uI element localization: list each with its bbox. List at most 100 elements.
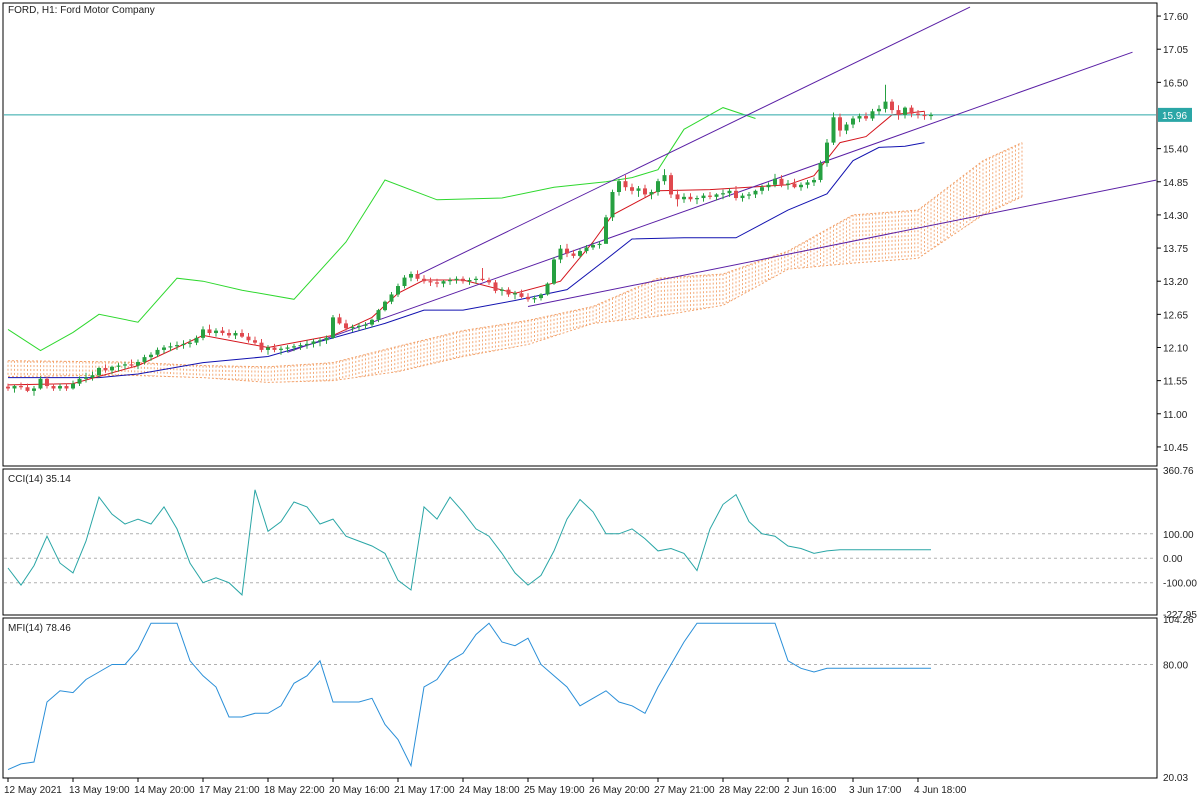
cci-levels (4, 533, 1156, 584)
candle-body (929, 114, 933, 117)
cci-tick-label: -100.00 (1163, 579, 1197, 590)
candle-body (487, 279, 491, 283)
price-tick-label: 11.55 (1163, 377, 1188, 388)
candle-body (747, 194, 751, 196)
mfi-panel-frame (2, 617, 1158, 779)
candle-body (12, 386, 17, 389)
candle-body (649, 192, 654, 195)
time-tick-label: 13 May 19:00 (69, 785, 130, 796)
candle-body (136, 361, 140, 366)
candle-body (591, 245, 595, 248)
time-tick-label: 20 May 16:00 (329, 785, 390, 796)
mfi-title: MFI(14) 78.46 (8, 623, 71, 634)
candle-body (110, 366, 114, 371)
candle-body (292, 346, 296, 348)
candle-body (805, 182, 810, 185)
candle-body (786, 183, 790, 185)
trendlines (287, 6, 1157, 353)
cci-line (7, 489, 931, 596)
candle-body (84, 377, 88, 379)
time-tick-label: 26 May 20:00 (589, 785, 650, 796)
candle-body (688, 196, 693, 200)
candle-body (285, 347, 290, 349)
candle-body (305, 343, 309, 346)
price-panel-frame (2, 2, 1158, 467)
candle-body (90, 375, 95, 378)
candle-body (58, 386, 62, 389)
price-tick-label: 14.85 (1163, 178, 1188, 189)
candle-body (142, 357, 147, 362)
candle-body (838, 117, 842, 131)
candle-body (506, 289, 511, 295)
candle-body (643, 188, 647, 195)
candle-body (532, 298, 537, 300)
time-tick-label: 27 May 21:00 (654, 785, 715, 796)
candle-body (103, 367, 108, 371)
cci-tick-label: 360.76 (1163, 466, 1194, 477)
candle-body (597, 243, 602, 246)
price-tick-label: 16.50 (1163, 78, 1188, 89)
candle-body (740, 195, 745, 199)
price-tick-label: 14.30 (1163, 211, 1188, 222)
candle-body (402, 277, 407, 287)
candle-body (565, 248, 569, 254)
candle-body (181, 343, 186, 346)
candle-body (162, 347, 166, 350)
candle-body (773, 178, 777, 185)
candle-body (701, 195, 706, 199)
candle-body (883, 101, 888, 109)
candle-body (721, 193, 725, 195)
candle-body (766, 184, 771, 188)
candle-body (194, 337, 199, 343)
candle-body (539, 294, 543, 299)
candle-body (461, 278, 465, 282)
candle-body (396, 286, 400, 295)
candle-body (253, 340, 257, 343)
cci-tick-label: 100.00 (1163, 530, 1194, 541)
candle-body (922, 114, 927, 117)
candle-body (493, 282, 498, 291)
price-label-box (1158, 107, 1192, 122)
candle-body (233, 333, 238, 336)
candle-body (753, 190, 758, 195)
candle-body (870, 111, 875, 119)
time-axis: 12 May 2021 13 May 19:00 14 May 20:00 17 Ma… (4, 778, 967, 796)
trendline (287, 51, 1133, 353)
candle-body (415, 273, 420, 279)
candle-body (526, 296, 530, 300)
chikou-span-line (7, 107, 756, 352)
candle-body (175, 345, 179, 347)
candle-body (363, 324, 368, 326)
candle-body (734, 190, 738, 199)
candle-body (25, 387, 30, 391)
mfi-axis: 104.26 80.00 20.03 (1163, 615, 1194, 784)
trendline (527, 179, 1157, 308)
candle-body (760, 187, 764, 191)
candle-body (331, 317, 335, 338)
candle-body (909, 107, 914, 114)
candle-body (584, 247, 589, 252)
senkou-span-b-line (7, 196, 1023, 383)
candle-body (662, 175, 667, 182)
time-tick-label: 18 May 22:00 (264, 785, 325, 796)
candle-body (844, 124, 849, 131)
cci-tick-label: -227.95 (1163, 610, 1197, 621)
candle-body (857, 116, 862, 119)
mfi-tick-label: 20.03 (1163, 773, 1188, 784)
kijun-sen-line (8, 142, 925, 379)
candle-body (6, 386, 10, 389)
candle-body (610, 192, 615, 218)
candle-body (279, 348, 283, 350)
candle-body (903, 107, 907, 115)
cci-title: CCI(14) 35.14 (8, 474, 71, 485)
candle-body (851, 118, 855, 125)
candle-body (383, 301, 387, 311)
mfi-line (7, 622, 931, 771)
candle-body (916, 113, 920, 115)
candle-body (454, 278, 459, 280)
candle-body (38, 378, 43, 389)
price-tick-label: 12.65 (1163, 310, 1188, 321)
candle-body (545, 283, 550, 295)
